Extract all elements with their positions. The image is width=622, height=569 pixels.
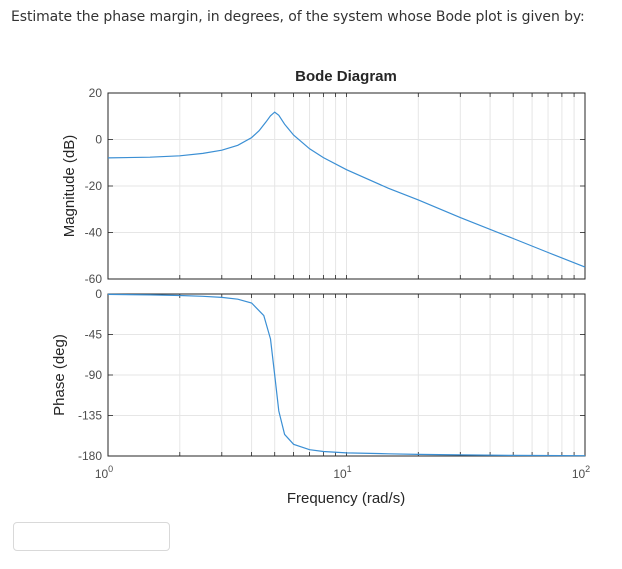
magnitude-curve xyxy=(107,111,586,268)
phase-y-tick-label: -135 xyxy=(78,409,102,423)
magnitude-y-tick-label: -40 xyxy=(85,226,103,240)
phase-curve xyxy=(107,293,586,457)
frequency-x-ticks: 100 101 102 xyxy=(95,464,590,481)
phase-y-tick-label: -90 xyxy=(85,368,103,382)
answer-input[interactable] xyxy=(13,522,170,551)
phase-y-label: Phase (deg) xyxy=(51,334,68,416)
frequency-x-tick-label: 100 xyxy=(95,464,113,481)
bode-diagram: Bode Diagram 20 0 -20 -40 -60 Magnitude (dB)… xyxy=(51,68,590,507)
magnitude-y-ticks: 20 0 -20 -40 -60 xyxy=(85,86,585,286)
frequency-x-tick-label: 102 xyxy=(572,464,590,481)
magnitude-plot: 20 0 -20 -40 -60 Magnitude (dB) xyxy=(61,86,586,286)
phase-plot: 0 -45 -90 -135 -180 100 101 102 Phase (deg) Fr… xyxy=(51,287,590,507)
phase-grid xyxy=(108,294,585,456)
phase-y-tick-label: -180 xyxy=(78,449,102,463)
question-text: Estimate the phase margin, in degrees, o… xyxy=(11,9,585,25)
phase-y-ticks: 0 -45 -90 -135 -180 xyxy=(78,287,585,463)
frequency-x-label: Frequency (rad/s) xyxy=(287,490,405,507)
magnitude-grid xyxy=(108,93,585,279)
frequency-x-tick-label: 101 xyxy=(333,464,351,481)
magnitude-y-tick-label: -20 xyxy=(85,179,103,193)
chart-title: Bode Diagram xyxy=(295,68,397,85)
phase-y-tick-label: 0 xyxy=(95,287,102,301)
magnitude-y-tick-label: 0 xyxy=(95,133,102,147)
phase-y-tick-label: -45 xyxy=(85,328,103,342)
magnitude-y-tick-label: 20 xyxy=(89,86,103,100)
magnitude-y-label: Magnitude (dB) xyxy=(61,135,78,238)
magnitude-y-tick-label: -60 xyxy=(85,272,103,286)
